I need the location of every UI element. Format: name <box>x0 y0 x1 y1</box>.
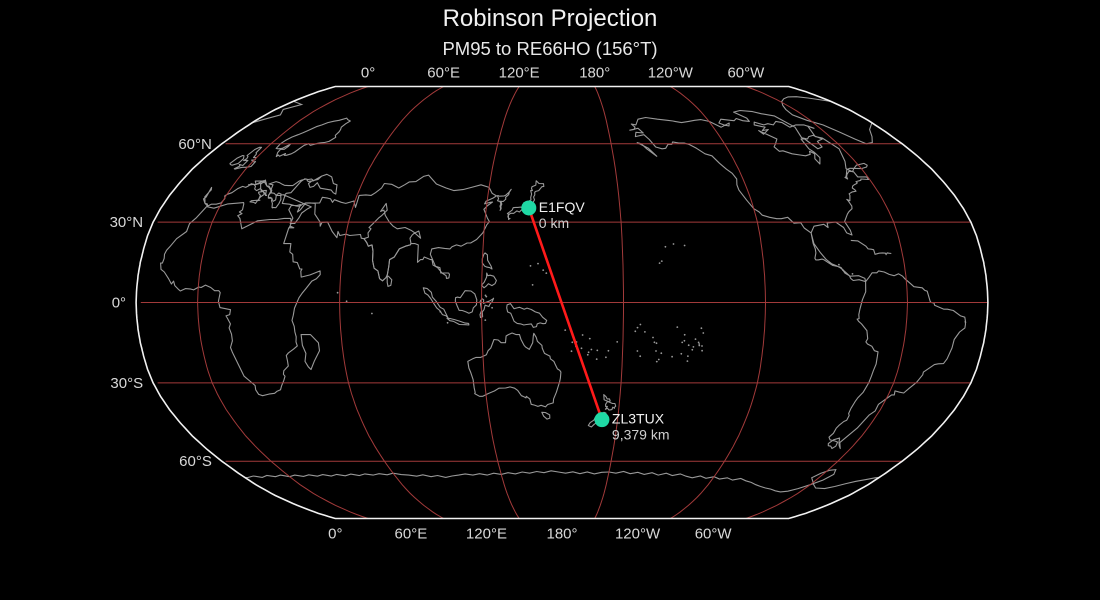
svg-text:60°W: 60°W <box>727 64 765 81</box>
svg-text:0°: 0° <box>112 295 126 312</box>
svg-text:0 km: 0 km <box>539 215 569 231</box>
svg-text:180°: 180° <box>546 526 577 543</box>
svg-text:60°W: 60°W <box>695 526 733 543</box>
svg-text:60°S: 60°S <box>179 453 212 470</box>
svg-text:0°: 0° <box>328 526 342 543</box>
svg-text:ZL3TUX: ZL3TUX <box>612 411 665 427</box>
svg-text:30°N: 30°N <box>110 214 144 231</box>
svg-text:9,379 km: 9,379 km <box>612 427 670 443</box>
svg-text:0°: 0° <box>361 64 375 81</box>
svg-text:120°W: 120°W <box>648 64 694 81</box>
svg-text:120°W: 120°W <box>615 526 661 543</box>
svg-text:180°: 180° <box>579 64 610 81</box>
svg-text:E1FQV: E1FQV <box>539 199 586 215</box>
svg-text:60°E: 60°E <box>427 64 460 81</box>
svg-text:60°E: 60°E <box>395 526 428 543</box>
svg-text:60°N: 60°N <box>178 136 212 153</box>
svg-text:120°E: 120°E <box>499 64 540 81</box>
svg-text:30°S: 30°S <box>110 375 143 392</box>
svg-text:120°E: 120°E <box>466 526 507 543</box>
